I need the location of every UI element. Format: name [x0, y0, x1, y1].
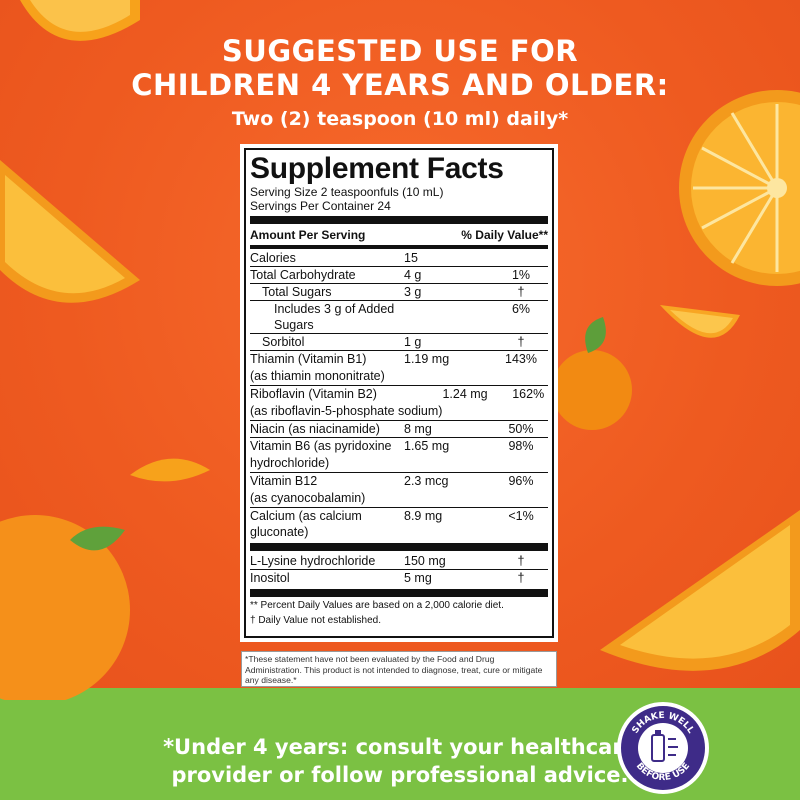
- row-name: Riboflavin (Vitamin B2): [250, 387, 377, 401]
- row-dv: †: [517, 554, 525, 568]
- orange-wedge-left-icon: [0, 160, 140, 303]
- row-name: Vitamin B6 (as pyridoxine: [250, 439, 392, 453]
- dose-instruction: Two (2) teaspoon (10 ml) daily*: [231, 108, 569, 130]
- row-dv: 6%: [511, 302, 531, 316]
- orange-whole-bottom-left-icon: [0, 515, 130, 700]
- orange-slice-top-left-icon: [20, 0, 140, 41]
- warning-line-2: provider or follow professional advice.: [171, 763, 629, 787]
- row-dv: 50%: [508, 422, 534, 436]
- row-dv: [494, 250, 548, 266]
- row-subname: (as riboflavin-5-phosphate sodium): [250, 404, 443, 418]
- facts-row: Vitamin B12 (as cyanocobalamin) 2.3 mcg 96%: [250, 473, 548, 508]
- facts-row: Thiamin (Vitamin B1) (as thiamin mononitr…: [250, 351, 548, 386]
- orange-slice-mid-left-icon: [130, 458, 210, 482]
- warning-line-1: *Under 4 years: consult your healthcare: [163, 735, 637, 759]
- shake-well-badge: SHAKE WELL BEFORE USE: [617, 702, 709, 794]
- facts-row: Includes 3 g of Added Sugars 6%: [250, 301, 548, 334]
- row-name: Thiamin (Vitamin B1): [250, 352, 367, 366]
- row-amount: 3 g: [404, 285, 422, 299]
- row-name: Inositol: [250, 571, 290, 585]
- row-amount: 8 mg: [404, 422, 432, 436]
- row-name: Total Sugars: [262, 285, 332, 299]
- row-amount: 15: [404, 251, 418, 265]
- row-name: Niacin (as niacinamide): [250, 422, 380, 436]
- row-subname: (as thiamin mononitrate): [250, 369, 385, 383]
- facts-row: Sorbitol 1 g †: [250, 334, 548, 351]
- facts-row: Total Carbohydrate 4 g 1%: [250, 267, 548, 284]
- row-name: Calcium (as calcium gluconate): [250, 509, 362, 539]
- facts-row: L-Lysine hydrochloride 150 mg †: [250, 553, 548, 570]
- row-dv: †: [517, 335, 525, 349]
- row-dv: 1%: [511, 268, 531, 282]
- row-amount: 1 g: [404, 335, 422, 349]
- row-name: Total Carbohydrate: [250, 268, 356, 282]
- header-amount: Amount Per Serving: [250, 228, 366, 242]
- footnote-dagger: † Daily Value not established.: [250, 615, 382, 626]
- bottle-shake-icon: [638, 723, 688, 773]
- serving-size: Serving Size 2 teaspoonfuls (10 mL): [250, 185, 444, 199]
- row-name: Calories: [250, 251, 296, 265]
- row-amount: 1.65 mg: [404, 439, 450, 453]
- divider-thick: [250, 589, 548, 597]
- facts-row: Inositol 5 mg †: [250, 570, 548, 586]
- row-amount: 1.24 mg: [442, 387, 488, 401]
- orange-half-top-right-icon: [679, 90, 800, 286]
- facts-row: Niacin (as niacinamide) 8 mg 50%: [250, 421, 548, 438]
- row-amount: 150 mg: [404, 554, 446, 568]
- footnote-dv: ** Percent Daily Values are based on a 2…: [250, 600, 504, 611]
- headline-line-2: CHILDREN 4 YEARS AND OLDER:: [131, 68, 669, 102]
- row-dv: †: [517, 571, 525, 585]
- row-subname: (as cyanocobalamin): [250, 491, 366, 505]
- row-name: Includes 3 g of Added Sugars: [274, 302, 395, 332]
- row-name: Vitamin B12: [250, 474, 318, 488]
- facts-row: Vitamin B6 (as pyridoxine hydrochloride) 1…: [250, 438, 548, 473]
- divider-thick: [250, 543, 548, 551]
- orange-wedge-bottom-right-icon: [600, 510, 800, 671]
- servings-per-container: Servings Per Container 24: [250, 199, 391, 213]
- facts-header: Amount Per Serving % Daily Value**: [250, 226, 548, 244]
- row-amount: 2.3 mcg: [404, 474, 449, 488]
- row-dv: †: [517, 285, 525, 299]
- facts-row: Total Sugars 3 g †: [250, 284, 548, 301]
- orange-slice-right-icon: [660, 305, 740, 338]
- row-dv: 162%: [512, 387, 545, 401]
- under-4-warning: *Under 4 years: consult your healthcare …: [0, 733, 800, 789]
- facts-row: Calcium (as calcium gluconate) 8.9 mg <1%: [250, 508, 548, 540]
- row-dv: 96%: [508, 474, 534, 488]
- facts-row: Calories 15: [250, 250, 548, 267]
- facts-row: Riboflavin (Vitamin B2) (as riboflavin-5-…: [250, 386, 548, 421]
- fda-disclaimer: *These statement have not been evaluated…: [241, 651, 557, 687]
- row-subname: hydrochloride): [250, 456, 330, 470]
- row-name: Sorbitol: [262, 335, 305, 349]
- row-amount: 1.19 mg: [404, 352, 450, 366]
- row-name: L-Lysine hydrochloride: [250, 554, 376, 568]
- supplement-facts-box: Supplement Facts Serving Size 2 teaspoon…: [244, 148, 554, 638]
- header-dv: % Daily Value**: [461, 228, 548, 242]
- headline-line-1: SUGGESTED USE FOR: [221, 34, 579, 68]
- tangerine-with-leaf-icon: [552, 317, 632, 430]
- row-amount: 8.9 mg: [404, 509, 443, 523]
- supplement-facts-panel: Supplement Facts Serving Size 2 teaspoon…: [240, 144, 558, 642]
- row-dv: 143%: [505, 352, 537, 366]
- divider-thick: [250, 216, 548, 224]
- divider-mid: [250, 245, 548, 249]
- facts-title: Supplement Facts: [250, 152, 504, 185]
- row-amount: [404, 301, 494, 333]
- row-dv: <1%: [508, 509, 534, 523]
- row-dv: 98%: [508, 439, 534, 453]
- row-amount: 4 g: [404, 268, 422, 282]
- row-amount: 5 mg: [404, 571, 432, 585]
